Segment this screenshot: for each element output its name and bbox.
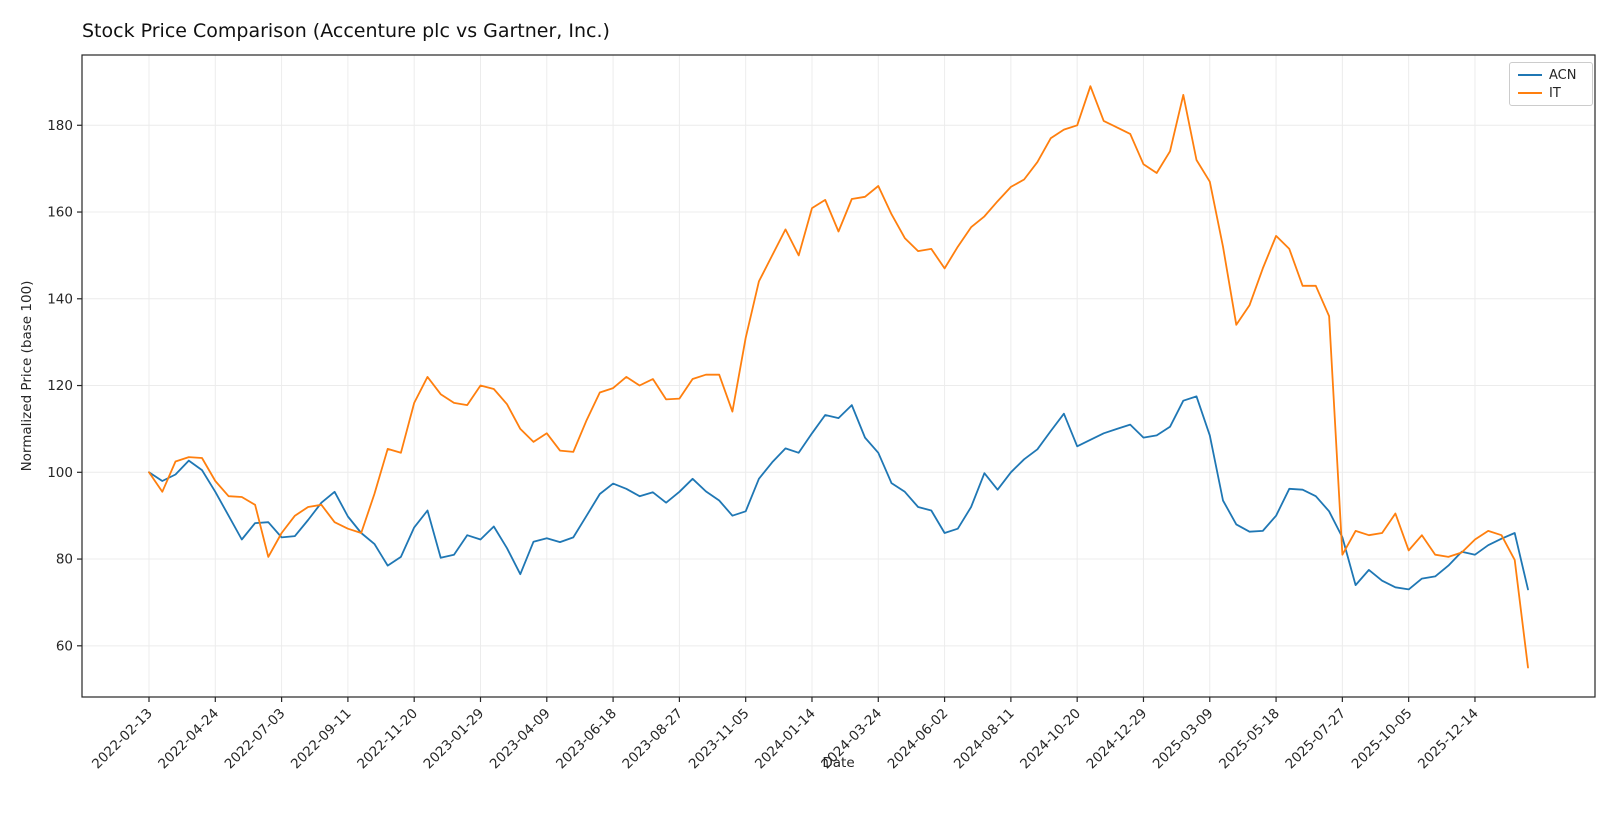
x-tick-label: 2025-07-27 — [1282, 706, 1349, 773]
x-tick-label: 2023-08-27 — [619, 706, 686, 773]
x-tick-label: 2024-10-20 — [1017, 706, 1084, 773]
x-tick-label: 2022-07-03 — [222, 706, 289, 773]
x-tick-label: 2023-01-29 — [421, 706, 488, 773]
y-tick-label: 80 — [56, 552, 73, 568]
x-tick-label: 2022-02-13 — [89, 706, 156, 773]
it-price-line — [148, 85, 1529, 669]
x-tick-label: 2023-06-18 — [553, 706, 620, 773]
legend: ACN IT — [1509, 62, 1593, 106]
x-tick-label: 2024-01-14 — [752, 706, 819, 773]
x-tick-label: 2024-06-02 — [885, 706, 952, 773]
x-tick-label: 2023-04-09 — [487, 706, 554, 773]
chart-title: Stock Price Comparison (Accenture plc vs… — [82, 20, 610, 42]
y-tick-label: 140 — [47, 291, 73, 307]
acn-price-line — [148, 395, 1529, 591]
y-tick-label: 100 — [47, 465, 73, 481]
x-tick-label: 2025-10-05 — [1349, 706, 1416, 773]
x-tick-label: 2025-12-14 — [1415, 706, 1482, 773]
y-tick-label: 180 — [47, 118, 73, 134]
x-tick-label: 2025-03-09 — [1150, 706, 1217, 773]
it-line-swatch — [1518, 92, 1542, 94]
acn-line-swatch — [1518, 74, 1542, 76]
plot-frame — [81, 54, 1596, 698]
x-tick-label: 2022-09-11 — [288, 706, 355, 773]
x-tick-label: 2022-11-20 — [354, 706, 421, 773]
y-tick-label: 60 — [56, 638, 73, 654]
y-tick-label: 160 — [47, 205, 73, 221]
x-tick-label: 2024-12-29 — [1084, 706, 1151, 773]
legend-label-acn: ACN — [1549, 67, 1577, 83]
x-axis-label: Date — [822, 755, 854, 771]
legend-item-acn: ACN — [1518, 66, 1584, 84]
y-axis-label: Normalized Price (base 100) — [19, 281, 35, 472]
legend-item-it: IT — [1518, 84, 1584, 102]
legend-label-it: IT — [1549, 85, 1561, 101]
x-tick-label: 2025-05-18 — [1216, 706, 1283, 773]
x-tick-label: 2022-04-24 — [155, 706, 222, 773]
y-tick-label: 120 — [47, 378, 73, 394]
x-tick-label: 2024-08-11 — [951, 706, 1018, 773]
x-tick-label: 2023-11-05 — [686, 706, 753, 773]
